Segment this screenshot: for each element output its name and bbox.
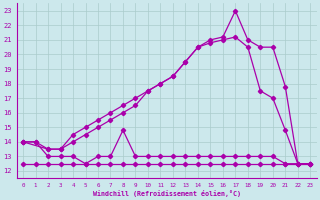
X-axis label: Windchill (Refroidissement éolien,°C): Windchill (Refroidissement éolien,°C): [93, 190, 241, 197]
